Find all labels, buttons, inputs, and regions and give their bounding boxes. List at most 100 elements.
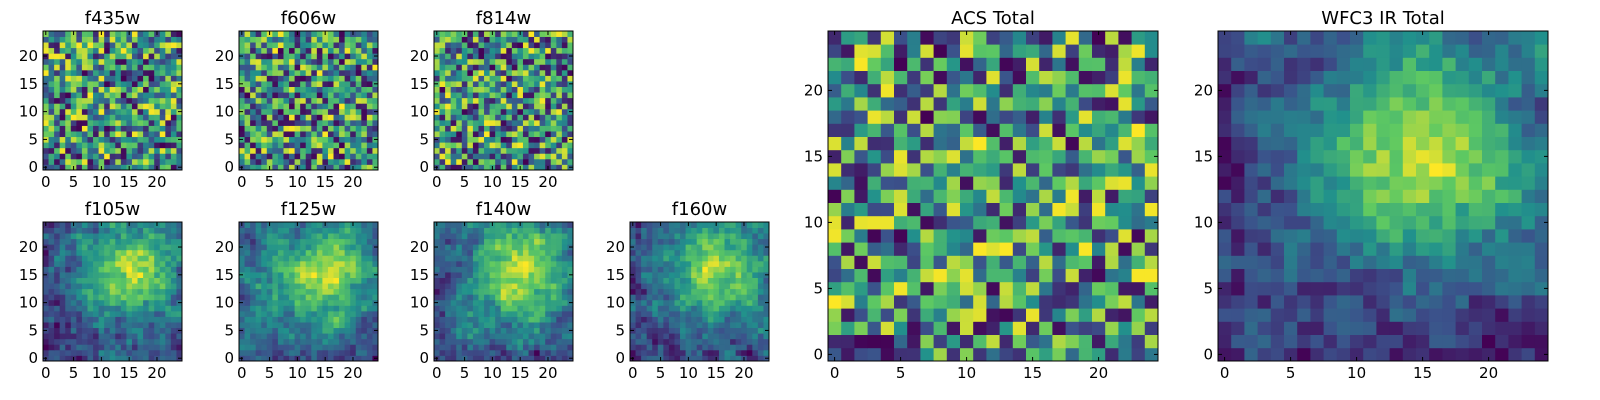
heatmap-cell <box>757 355 764 362</box>
heatmap-cell <box>266 294 273 301</box>
heatmap-cell <box>59 338 66 345</box>
heatmap-cell <box>120 92 127 99</box>
heatmap-cell <box>148 310 155 317</box>
heatmap-cell <box>668 233 675 240</box>
heatmap-cell <box>339 47 346 54</box>
heatmap-cell <box>333 86 340 93</box>
heatmap-cell <box>143 119 150 126</box>
heatmap-cell <box>1065 268 1080 283</box>
heatmap-cell <box>641 283 648 290</box>
heatmap-cell <box>126 53 133 60</box>
heatmap-cell <box>327 108 334 115</box>
heatmap-cell <box>126 233 133 240</box>
heatmap-cell <box>98 272 105 278</box>
heatmap-cell <box>154 158 161 165</box>
heatmap-cell <box>54 322 61 329</box>
heatmap-cell <box>93 299 99 306</box>
heatmap-cell <box>467 310 474 317</box>
heatmap-cell <box>250 316 257 323</box>
heatmap-cell <box>126 227 133 234</box>
heatmap-cell <box>517 266 524 273</box>
heatmap-cell <box>93 349 99 356</box>
heatmap-cell <box>170 244 177 251</box>
heatmap-cell <box>506 222 513 228</box>
heatmap-cell <box>126 244 133 251</box>
heatmap-cell <box>59 244 66 251</box>
heatmap-cell <box>511 249 518 256</box>
heatmap-cell <box>450 64 457 71</box>
heatmap-cell <box>344 58 351 65</box>
heatmap-cell <box>143 97 150 104</box>
heatmap-cell <box>322 260 329 267</box>
heatmap-cell <box>165 92 172 99</box>
heatmap-cell <box>561 64 568 71</box>
heatmap-cell <box>545 86 552 93</box>
heatmap-cell <box>244 108 251 115</box>
heatmap-cell <box>244 119 251 126</box>
heatmap-cell <box>1065 281 1080 296</box>
heatmap-cell <box>311 142 318 149</box>
heatmap-cell <box>646 338 653 345</box>
heatmap-cell <box>986 347 1000 362</box>
heatmap-cell <box>165 233 172 240</box>
heatmap-cell <box>289 142 295 149</box>
heatmap-cell <box>59 97 66 104</box>
heatmap-cell <box>741 244 748 251</box>
heatmap-cell <box>283 233 290 240</box>
heatmap-cell <box>545 349 552 356</box>
heatmap-cell <box>372 97 379 104</box>
heatmap-cell <box>322 142 329 149</box>
heatmap-cell <box>511 147 518 154</box>
heatmap-cell <box>1012 176 1027 190</box>
heatmap-cell <box>434 249 440 256</box>
heatmap-cell <box>445 131 452 138</box>
heatmap-cell <box>561 349 568 356</box>
heatmap-cell <box>48 81 55 87</box>
heatmap-cell <box>48 338 55 345</box>
heatmap-cell <box>93 36 99 43</box>
heatmap-cell <box>467 75 474 82</box>
heatmap-cell <box>261 114 268 121</box>
heatmap-cell <box>561 131 568 138</box>
heatmap-cell <box>668 338 675 345</box>
y-tick-label: 10 <box>215 294 234 312</box>
heatmap-cell <box>294 244 301 251</box>
heatmap-cell <box>339 69 346 76</box>
heatmap-cell <box>76 31 83 37</box>
heatmap-cell <box>355 338 362 345</box>
heatmap-cell <box>472 97 479 104</box>
heatmap-cell <box>143 114 150 121</box>
heatmap-cell <box>322 305 329 312</box>
heatmap-cell <box>54 47 61 54</box>
heatmap-cell <box>283 153 290 160</box>
heatmap-cell <box>556 42 563 49</box>
heatmap-cell <box>556 227 563 234</box>
heatmap-cell <box>522 288 529 295</box>
heatmap-cell <box>244 69 251 76</box>
heatmap-cell <box>48 75 55 82</box>
heatmap-cell <box>730 294 737 301</box>
heatmap-cell <box>472 255 479 262</box>
heatmap-cell <box>500 108 507 115</box>
heatmap-cell <box>87 327 94 334</box>
heatmap-cell <box>65 355 72 362</box>
heatmap-cell <box>372 119 379 126</box>
heatmap-cell <box>261 283 268 290</box>
heatmap-cell <box>115 119 122 126</box>
heatmap-cell <box>137 288 144 295</box>
heatmap-cell <box>311 153 318 160</box>
heatmap-cell <box>344 327 351 334</box>
heatmap-cell <box>366 119 373 126</box>
heatmap-cell <box>283 349 290 356</box>
heatmap-cell <box>506 81 513 87</box>
heatmap-cell <box>65 119 72 126</box>
heatmap-cell <box>691 255 698 262</box>
heatmap-cell <box>550 164 557 171</box>
heatmap-cell <box>137 131 144 138</box>
heatmap-cell <box>550 260 557 267</box>
heatmap-cell <box>131 47 138 54</box>
heatmap-cell <box>999 215 1014 230</box>
y-tick-label: 0 <box>224 158 234 176</box>
heatmap-cell <box>1078 308 1093 322</box>
heatmap-cell <box>461 244 468 251</box>
